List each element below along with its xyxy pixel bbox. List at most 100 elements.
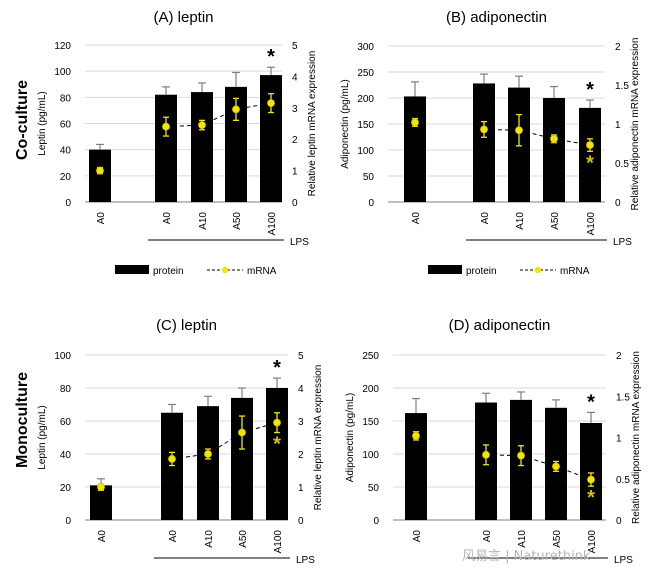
y2-tick-label: 0.5 [615,159,629,170]
y-tick-label: 100 [54,351,71,362]
point-mrna [586,141,594,149]
y-tick-label: 50 [363,172,375,183]
point-mrna [480,125,488,134]
y2-tick-label: 2 [298,450,304,461]
y2-tick-label: 1 [615,120,621,131]
y-tick-label: 100 [357,146,374,157]
legend-top-left: protein mRNA [115,265,277,277]
x-tick-label: A0 [480,212,491,225]
y-tick-label: 60 [60,120,72,131]
y2-tick-label: 4 [292,72,298,83]
y-tick-label: 40 [60,450,72,461]
bar-protein [225,86,247,202]
y2-tick-label: 1 [616,434,622,445]
y-tick-label: 200 [357,94,374,105]
y-tick-label: 0 [65,516,71,527]
y2-tick-label: 0 [298,516,304,527]
y2-tick-label: 0 [615,198,621,209]
x-tick-label: A10 [515,212,526,230]
point-mrna [232,105,240,114]
watermark: 风易言 | Naturethink [462,549,591,564]
point-mrna [238,428,246,437]
significance-asterisk: * [267,46,275,68]
x-tick-label: A50 [550,212,561,230]
x-tick-label: A0 [97,530,108,543]
y-tick-label: 120 [54,41,71,52]
bar-protein [191,92,213,202]
bar-protein [155,94,177,202]
legend-swatch-protein [428,265,462,274]
y-tick-label: 0 [65,198,71,209]
y-tick-label: 80 [60,384,72,395]
legend-label-protein: protein [153,266,184,277]
y-tick-label: 0 [373,516,379,527]
x-tick-label: A0 [162,212,173,225]
legend-top-right: protein mRNA [428,265,590,277]
bar-protein [90,485,112,520]
y-tick-label: 80 [60,93,72,104]
x-tick-label: A50 [238,530,249,548]
point-mrna [267,99,275,107]
significance-asterisk: * [586,152,594,174]
point-mrna [204,450,212,458]
x-tick-label: A0 [96,212,107,225]
point-mrna [412,431,420,440]
x-tick-label: A10 [517,530,528,548]
y2-tick-label: 1.5 [616,392,630,403]
mrna-line [483,128,591,146]
group-label: LPS [290,237,309,248]
group-label: LPS [614,555,633,566]
x-tick-label: A100 [267,212,278,236]
x-tick-label: A0 [412,530,423,543]
point-mrna [587,475,595,484]
point-mrna [198,121,206,129]
legend-label-mrna: mRNA [247,266,277,277]
chart-title: (B) adiponectin [446,9,547,26]
x-tick-label: A100 [273,530,284,554]
y-tick-label: 60 [60,417,72,428]
point-mrna [168,455,176,463]
legend-swatch-protein [115,265,149,274]
y-tick-label: 250 [362,351,379,362]
y-axis-label: Adiponectin (pg/mL) [340,79,351,169]
chart-b-adiponectin: (B) adiponectin 0 50 100 150 200 250 300 0 0.5 1 1.… [340,9,641,248]
significance-asterisk: * [273,357,281,379]
y-tick-label: 50 [368,483,380,494]
point-mrna [411,118,419,127]
y2-tick-label: 3 [292,104,298,115]
y-tick-label: 40 [60,146,72,157]
y2-axis-label: Relative leptin mRNA expression [313,365,324,511]
bar-protein [543,98,565,202]
y2-tick-label: 1.5 [615,81,629,92]
y2-tick-label: 2 [292,135,298,146]
point-mrna [517,451,525,460]
significance-asterisk: * [587,487,595,509]
bar-protein [89,149,111,202]
legend-label-mrna: mRNA [560,266,590,277]
bar-protein [405,413,427,520]
x-tick-label: A100 [586,212,597,236]
y-tick-label: 100 [54,67,71,78]
x-tick-label: A0 [168,530,179,543]
significance-asterisk: * [273,434,281,456]
y2-tick-label: 3 [298,417,304,428]
y2-tick-label: 2 [616,351,622,362]
chart-title: (C) leptin [156,317,217,334]
chart-c-leptin: (C) leptin 0 20 40 60 80 100 0 1 2 3 4 5 Leptin (pg/m… [37,317,324,566]
row-label-monoculture-text: Monoculture [14,372,31,468]
y-tick-label: 150 [357,120,374,131]
x-tick-label: A0 [411,212,422,225]
chart-a-leptin: (A) leptin 0 20 40 60 80 100 120 0 1 2 3 4 5 Leptin (p… [37,9,318,248]
x-tick-label: A50 [552,530,563,548]
y-tick-label: 20 [60,172,72,183]
bar-protein [197,406,219,520]
significance-asterisk: * [587,391,595,413]
group-label: LPS [296,555,315,566]
point-mrna [162,122,170,131]
mrna-line [485,454,592,481]
x-tick-label: A0 [482,530,493,543]
y-axis-label: Leptin (pg/mL) [37,405,48,469]
point-mrna [515,126,523,135]
y2-axis-label: Relative leptin mRNA expression [307,51,318,197]
y2-axis-label: Relative adiponectin mRNA expression [631,351,642,524]
